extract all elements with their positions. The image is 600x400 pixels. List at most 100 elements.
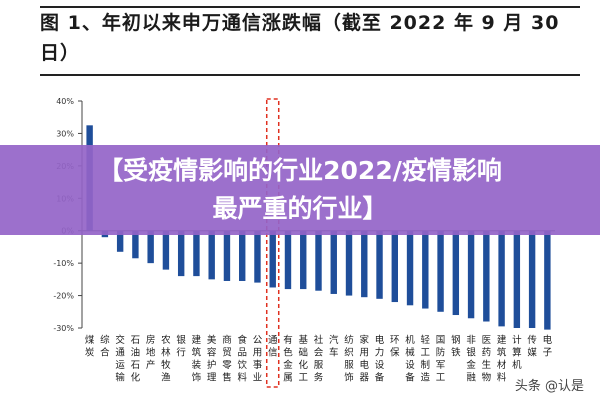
x-tick-char: 石	[131, 360, 141, 371]
x-tick-char: 贸	[222, 347, 232, 359]
x-tick-char: 设	[375, 360, 385, 371]
x-tick-char: 交	[115, 334, 125, 346]
x-tick-label: 电子	[543, 334, 553, 359]
x-tick-label: 建筑装饰	[192, 334, 202, 384]
bar-电力设备	[376, 230, 383, 299]
x-tick-char: 行	[176, 347, 186, 359]
x-tick-char: 务	[314, 372, 324, 384]
x-tick-char: 用	[253, 348, 263, 359]
figure-title: 图 1、年初以来申万通信涨跌幅（截至 2022 年 9 月 30 日）	[40, 12, 560, 64]
bar-钢铁	[452, 230, 460, 316]
x-tick-label: 纺织服饰	[344, 334, 354, 384]
x-tick-char: 保	[390, 347, 400, 359]
x-tick-char: 医	[482, 335, 492, 346]
x-tick-label: 机械设备	[405, 334, 415, 384]
x-tick-char: 筑	[192, 347, 202, 359]
title-bottom-rule	[40, 74, 580, 76]
x-tick-char: 础	[298, 347, 308, 359]
x-tick-char: 房	[146, 334, 156, 346]
x-tick-char: 织	[344, 347, 354, 359]
x-tick-char: 炭	[85, 348, 95, 359]
x-tick-char: 零	[222, 360, 232, 371]
x-tick-char: 制	[421, 359, 431, 371]
x-tick-label: 基础化工	[298, 334, 308, 384]
x-tick-label: 石油石化	[131, 335, 141, 384]
x-tick-label: 国防军工	[436, 335, 446, 384]
bar-家用电器	[361, 230, 368, 298]
x-tick-label: 汽车	[329, 334, 339, 359]
x-tick-label: 钢铁	[451, 334, 461, 359]
x-tick-char: 工	[298, 373, 308, 384]
x-tick-char: 轻	[421, 334, 431, 346]
x-tick-label: 商贸零售	[222, 334, 232, 384]
x-tick-label: 家用电器	[360, 334, 370, 384]
x-tick-char: 军	[436, 360, 446, 371]
x-tick-char: 护	[207, 359, 217, 371]
x-tick-char: 传	[527, 334, 537, 346]
x-tick-char: 油	[131, 347, 141, 359]
bar-基础化工	[300, 230, 307, 290]
x-tick-char: 子	[543, 348, 553, 359]
x-tick-char: 汽	[329, 334, 339, 346]
x-tick-char: 算	[512, 347, 522, 359]
title-top-rule	[40, 6, 580, 8]
x-tick-char: 业	[253, 373, 263, 384]
bar-纺织服饰	[345, 230, 353, 296]
x-tick-char: 食	[237, 334, 247, 346]
bar-国防军工	[437, 230, 444, 312]
x-tick-char: 美	[207, 334, 217, 346]
bar-有色金属	[284, 230, 292, 290]
x-tick-char: 纺	[344, 334, 354, 346]
x-tick-char: 装	[192, 359, 202, 371]
x-tick-char: 通	[115, 348, 125, 359]
x-tick-char: 生	[482, 359, 492, 371]
x-tick-char: 理	[207, 373, 217, 384]
x-tick-label: 综合	[100, 334, 110, 359]
x-tick-char: 设	[405, 360, 415, 371]
x-tick-label: 社会服务	[314, 334, 324, 384]
watermark: 头条 @认是	[510, 375, 588, 394]
x-tick-char: 运	[115, 360, 125, 371]
bar-石油石化	[132, 230, 139, 259]
bar-商贸零售	[223, 230, 231, 281]
bar-通信	[269, 230, 276, 288]
x-tick-char: 饰	[192, 372, 202, 384]
x-tick-char: 属	[283, 373, 293, 384]
x-tick-char: 综	[100, 334, 110, 346]
x-tick-char: 电	[360, 359, 370, 371]
y-tick-label: 30%	[56, 129, 74, 138]
x-tick-char: 售	[222, 372, 232, 384]
x-tick-char: 基	[298, 334, 308, 346]
x-tick-label: 电力设备	[375, 334, 385, 384]
x-tick-char: 工	[436, 373, 446, 384]
x-tick-char: 输	[115, 372, 125, 384]
bar-农林牧渔	[162, 230, 170, 270]
x-tick-char: 器	[360, 373, 370, 384]
x-tick-char: 商	[222, 334, 232, 346]
x-tick-label: 计算机	[512, 334, 522, 371]
x-tick-char: 用	[360, 348, 370, 359]
bar-建筑装饰	[193, 230, 200, 277]
x-tick-char: 工	[421, 348, 431, 359]
x-tick-char: 金	[283, 359, 293, 371]
bar-食品饮料	[239, 230, 246, 281]
highlight-box	[265, 98, 280, 388]
x-tick-char: 饮	[237, 359, 247, 371]
bar-传媒	[528, 230, 536, 328]
bar-汽车	[330, 230, 337, 294]
y-tick-label: -30%	[53, 324, 74, 333]
x-tick-label: 有色金属	[283, 334, 293, 384]
bar-建筑材料	[498, 230, 505, 327]
x-tick-char: 机	[405, 334, 415, 346]
x-tick-char: 农	[161, 334, 171, 346]
y-tick-label: -20%	[53, 292, 74, 301]
x-tick-char: 银	[466, 347, 476, 359]
banner-title: 【受疫情影响的行业2022/疫情影响最严重的行业】	[98, 156, 502, 223]
x-tick-char: 社	[314, 334, 324, 346]
x-tick-label: 农林牧渔	[161, 334, 171, 384]
x-tick-char: 家	[360, 334, 370, 346]
x-tick-char: 化	[131, 372, 141, 384]
x-tick-char: 服	[344, 360, 354, 371]
x-tick-char: 机	[512, 359, 522, 371]
